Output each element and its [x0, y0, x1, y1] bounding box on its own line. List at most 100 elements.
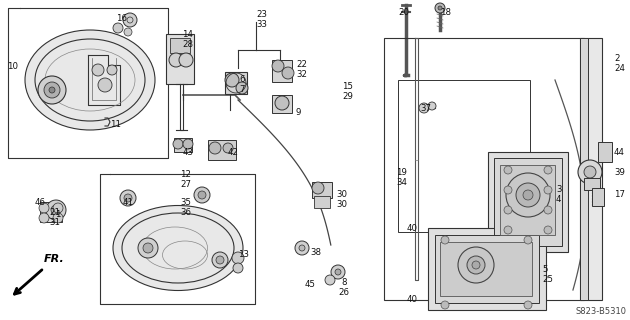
Text: 15: 15 — [342, 82, 353, 91]
Circle shape — [216, 256, 224, 264]
Text: 3: 3 — [556, 185, 561, 194]
Circle shape — [524, 301, 532, 309]
Circle shape — [524, 236, 532, 244]
Text: 18: 18 — [440, 8, 451, 17]
Circle shape — [98, 78, 112, 92]
Bar — [166, 34, 194, 84]
Bar — [170, 38, 190, 53]
Text: 8: 8 — [341, 278, 347, 287]
Text: 16: 16 — [117, 14, 127, 23]
Circle shape — [46, 200, 66, 220]
Bar — [272, 95, 292, 113]
Text: 19: 19 — [396, 168, 407, 177]
Circle shape — [223, 143, 233, 153]
Circle shape — [183, 139, 193, 149]
Text: 20: 20 — [398, 8, 409, 17]
Bar — [435, 235, 539, 303]
Text: 21: 21 — [50, 208, 60, 217]
Circle shape — [544, 226, 552, 234]
Bar — [440, 242, 532, 296]
Text: 39: 39 — [614, 168, 625, 177]
Bar — [40, 202, 62, 222]
Circle shape — [173, 139, 183, 149]
Circle shape — [419, 103, 429, 113]
Circle shape — [544, 186, 552, 194]
Circle shape — [467, 256, 485, 274]
Circle shape — [584, 166, 596, 178]
Ellipse shape — [25, 30, 155, 130]
Circle shape — [49, 87, 55, 93]
Circle shape — [282, 67, 294, 79]
Circle shape — [107, 65, 117, 75]
Text: 31: 31 — [50, 218, 60, 227]
Text: 29: 29 — [342, 92, 353, 101]
Text: 34: 34 — [396, 178, 407, 187]
Text: 40: 40 — [407, 295, 418, 304]
Circle shape — [506, 173, 550, 217]
Text: 37: 37 — [420, 104, 431, 113]
Bar — [500, 165, 555, 235]
Circle shape — [92, 64, 104, 76]
Text: 5: 5 — [542, 265, 547, 274]
Bar — [488, 152, 568, 252]
Circle shape — [441, 301, 449, 309]
Text: 32: 32 — [296, 70, 307, 79]
Bar — [272, 60, 292, 82]
Circle shape — [272, 60, 284, 72]
Circle shape — [578, 160, 602, 184]
Text: 38: 38 — [310, 248, 321, 257]
Circle shape — [236, 82, 248, 94]
Circle shape — [53, 213, 63, 223]
Bar — [314, 196, 330, 208]
Bar — [494, 158, 562, 246]
Circle shape — [198, 191, 206, 199]
Text: S823-B5310: S823-B5310 — [575, 307, 626, 316]
Circle shape — [169, 53, 183, 67]
Circle shape — [438, 6, 442, 10]
Bar — [428, 228, 546, 310]
Circle shape — [325, 275, 335, 285]
Bar — [208, 140, 236, 160]
Bar — [584, 178, 600, 190]
Text: 41: 41 — [122, 198, 134, 207]
Circle shape — [194, 187, 210, 203]
Text: 22: 22 — [296, 60, 307, 69]
Bar — [592, 188, 604, 206]
Circle shape — [120, 190, 136, 206]
Circle shape — [39, 213, 49, 223]
Text: 13: 13 — [238, 250, 249, 259]
Circle shape — [44, 82, 60, 98]
Circle shape — [544, 166, 552, 174]
Circle shape — [312, 182, 324, 194]
Circle shape — [138, 238, 158, 258]
Circle shape — [523, 190, 533, 200]
Bar — [598, 142, 612, 162]
Text: 45: 45 — [304, 280, 316, 289]
Circle shape — [233, 263, 243, 273]
Circle shape — [428, 102, 436, 110]
Text: 6: 6 — [239, 75, 244, 84]
Circle shape — [504, 186, 512, 194]
Bar — [580, 38, 588, 300]
Bar — [312, 182, 332, 198]
Circle shape — [504, 166, 512, 174]
Circle shape — [51, 205, 61, 215]
Text: 2: 2 — [614, 54, 619, 63]
Circle shape — [232, 252, 244, 264]
Circle shape — [143, 243, 153, 253]
Text: 4: 4 — [556, 195, 561, 204]
Circle shape — [212, 252, 228, 268]
Text: 42: 42 — [228, 148, 239, 157]
Bar — [398, 80, 530, 232]
Text: 46: 46 — [35, 198, 45, 207]
Text: FR.: FR. — [44, 254, 65, 264]
Circle shape — [335, 269, 341, 275]
Circle shape — [209, 142, 221, 154]
Text: 26: 26 — [338, 288, 350, 297]
Circle shape — [299, 245, 305, 251]
Text: 14: 14 — [183, 30, 193, 39]
Text: 25: 25 — [542, 275, 553, 284]
Circle shape — [124, 194, 132, 202]
Circle shape — [179, 53, 193, 67]
Text: 40: 40 — [407, 224, 418, 233]
